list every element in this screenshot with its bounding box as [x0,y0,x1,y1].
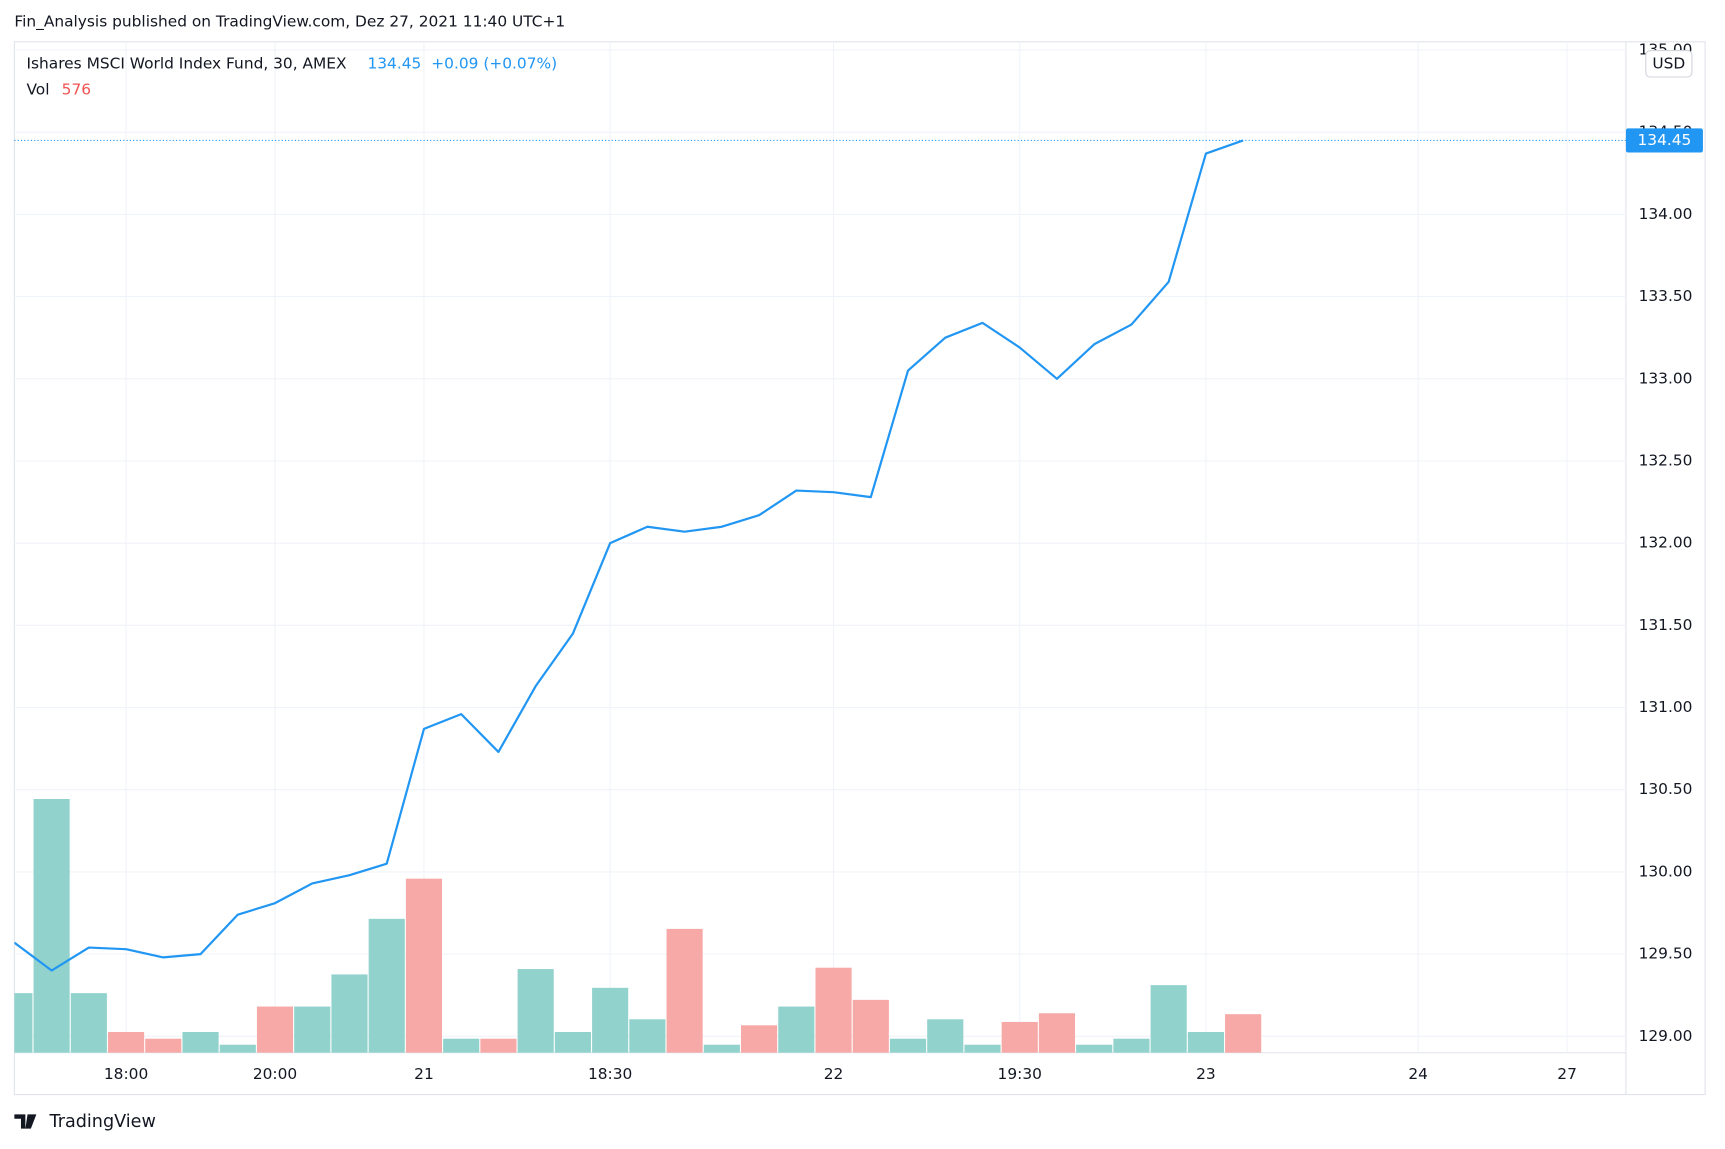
volume-bar [182,1031,219,1053]
axes: 129.00 129.50 130.00 130.50 131.00 131.50 132.… [14,41,1703,1083]
volume [14,799,1262,1053]
x-tick-label: 24 [1408,1065,1428,1083]
price [14,139,1244,972]
volume-bar [368,918,405,1053]
volume-bar [852,999,889,1053]
volume-bar [964,1044,1001,1053]
volume-bar [666,928,703,1053]
volume-bar [815,967,852,1053]
volume-bar [219,1044,256,1053]
legend-volume-value: 576 [62,81,91,99]
last-price-badge [1625,128,1703,153]
y-tick-label: 129.00 [1639,1027,1693,1045]
volume-bar [294,1006,331,1053]
legend-volume: Vol [26,81,49,99]
volume-bar [1038,1013,1076,1053]
volume-bar [405,878,443,1053]
volume-bar [33,799,70,1053]
x-tick-label: 19:30 [998,1065,1042,1083]
y-tick-label: 129.50 [1639,945,1693,963]
y-tick-label: 130.50 [1639,780,1693,798]
y-tick-label: 131.00 [1639,698,1693,716]
volume-bar [554,1031,591,1053]
y-tick-label: 133.00 [1639,369,1693,387]
volume-bar [1187,1031,1224,1053]
frame [13,41,1706,1096]
volume-bar [1113,1038,1150,1053]
volume-bar [1225,1014,1262,1053]
x-tick-label: 27 [1557,1065,1577,1083]
legend-change: +0.09 (+0.07%) [431,54,557,72]
volume-bar [889,1038,927,1053]
grid [14,41,1626,1053]
y-tick-label: 133.50 [1639,287,1693,305]
price-line [14,139,1244,972]
volume-bar [256,1006,294,1053]
x-tick-label: 20:00 [253,1065,297,1083]
volume-bar [927,1019,964,1053]
y-tick-label: 132.00 [1639,534,1693,552]
volume-bar [629,1019,666,1053]
y-tick-label: 131.50 [1639,616,1693,634]
currency[interactable]: USD [1652,54,1685,72]
y-tick-label: 134.00 [1639,205,1693,223]
volume-bar [517,969,554,1053]
volume-bar [14,993,33,1053]
volume-bar [592,987,629,1053]
last-price-label: 134.45 [1638,131,1692,149]
legend-title: Ishares MSCI World Index Fund, 30, AMEX [26,54,347,72]
volume-bar [145,1038,182,1053]
volume-bar [1076,1044,1113,1053]
header: Fin_Analysis published on TradingView.co… [14,13,565,32]
legend-price: 134.45 [367,54,421,72]
x-tick-label: 22 [824,1065,844,1083]
y-tick-label: 130.00 [1639,862,1693,880]
volume-bar [1001,1021,1038,1053]
currency-box[interactable] [1645,50,1693,78]
x-tick-label: 18:30 [588,1065,632,1083]
footer: TradingView [49,1112,156,1132]
logo [14,1114,37,1129]
volume-bar [741,1025,778,1053]
x-tick-label: 21 [414,1065,434,1083]
volume-bar [778,1006,815,1053]
volume-bar [70,993,107,1053]
y-tick-label: 132.50 [1639,451,1693,469]
volume-bar [443,1038,480,1053]
volume-bar [480,1038,517,1053]
volume-bar [703,1044,740,1053]
volume-bar [331,974,368,1053]
x-tick-label: 18:00 [104,1065,148,1083]
volume-bar [108,1031,145,1053]
volume-bar [1150,985,1187,1053]
x-tick-label: 23 [1196,1065,1216,1083]
